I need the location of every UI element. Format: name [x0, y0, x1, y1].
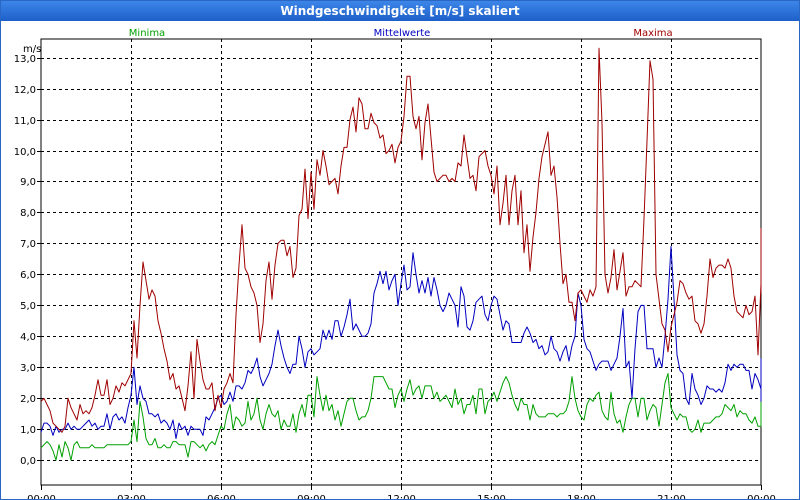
y-axis-label: m/s	[23, 44, 41, 55]
y-tick-label: 4,0	[20, 332, 36, 343]
x-tick-time: 18:00	[567, 494, 596, 499]
series-maxima-line	[40, 47, 762, 433]
y-axis-ticks: 0,0 1,0 2,0 3,0 4,0 5,0 6,0 7,0 8,0 9,0 10,0 11,0 12…	[14, 54, 41, 467]
x-axis-ticks: 00:0014.05.1603:0014.05.1606:0014.05.160…	[27, 485, 776, 499]
y-tick-label: 9,0	[20, 177, 36, 188]
y-tick-label: 2,0	[20, 394, 36, 405]
legend-minima: Minima	[129, 28, 165, 39]
x-tick-time: 03:00	[117, 494, 146, 499]
series-mittelwerte-line	[40, 246, 762, 439]
series-minima-line	[40, 373, 762, 461]
line-chart: 0,0 1,0 2,0 3,0 4,0 5,0 6,0 7,0 8,0 9,0 10,0 11,0 12…	[14, 28, 776, 499]
x-tick-time: 09:00	[297, 494, 326, 499]
legend-maxima: Maxima	[633, 28, 672, 39]
y-tick-label: 0,0	[20, 456, 36, 467]
y-tick-label: 6,0	[20, 270, 36, 281]
x-tick-time: 00:00	[27, 494, 56, 499]
legend-mittelwerte: Mittelwerte	[374, 28, 431, 39]
y-tick-label: 5,0	[20, 301, 36, 312]
y-tick-label: 8,0	[20, 208, 36, 219]
y-tick-label: 11,0	[14, 116, 36, 127]
y-tick-label: 1,0	[20, 425, 36, 436]
y-tick-label: 3,0	[20, 363, 36, 374]
y-tick-label: 10,0	[14, 147, 36, 158]
x-tick-time: 00:00	[747, 494, 776, 499]
series-lines	[40, 47, 762, 461]
x-tick-time: 12:00	[387, 494, 416, 499]
x-tick-time: 21:00	[657, 494, 686, 499]
x-tick-time: 06:00	[207, 494, 236, 499]
x-tick-time: 15:00	[477, 494, 506, 499]
y-tick-label: 12,0	[14, 85, 36, 96]
y-tick-label: 7,0	[20, 239, 36, 250]
y-tick-label: 13,0	[14, 54, 36, 65]
window-title: Windgeschwindigkeit [m/s] skaliert	[1, 1, 799, 21]
